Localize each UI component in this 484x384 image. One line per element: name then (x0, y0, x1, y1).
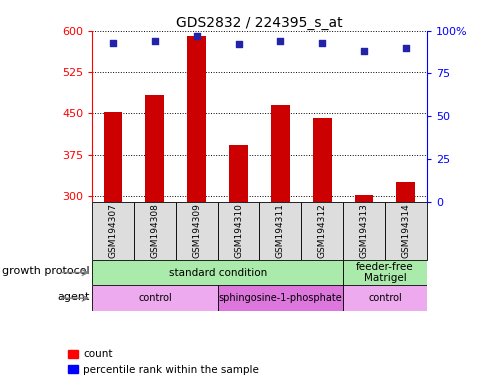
FancyBboxPatch shape (259, 202, 301, 260)
Point (401, 45, 409, 51)
FancyBboxPatch shape (342, 285, 426, 311)
Point (109, 40, 117, 46)
Bar (228, 145, 247, 202)
Text: sphingosine-1-phosphate: sphingosine-1-phosphate (218, 293, 342, 303)
Bar (312, 118, 331, 202)
Text: control: control (138, 293, 171, 303)
Point (234, 41, 242, 48)
Legend: count, percentile rank within the sample: count, percentile rank within the sample (63, 345, 263, 379)
Point (151, 38, 158, 44)
Bar (271, 105, 289, 202)
Text: growth protocol: growth protocol (2, 266, 90, 276)
Bar (187, 36, 206, 202)
FancyBboxPatch shape (92, 285, 217, 311)
Bar (145, 95, 164, 202)
FancyBboxPatch shape (301, 202, 342, 260)
Text: control: control (367, 293, 401, 303)
FancyBboxPatch shape (92, 202, 134, 260)
Bar (354, 195, 373, 202)
Text: feeder-free
Matrigel: feeder-free Matrigel (355, 262, 413, 283)
Title: GDS2832 / 224395_s_at: GDS2832 / 224395_s_at (176, 16, 342, 30)
FancyBboxPatch shape (175, 202, 217, 260)
Text: GSM194309: GSM194309 (192, 203, 201, 258)
Text: GSM194307: GSM194307 (108, 203, 117, 258)
Text: GSM194313: GSM194313 (359, 203, 368, 258)
FancyBboxPatch shape (342, 260, 426, 285)
Text: GSM194314: GSM194314 (401, 204, 409, 258)
Text: GSM194310: GSM194310 (234, 203, 242, 258)
Text: GSM194311: GSM194311 (275, 203, 284, 258)
Text: GSM194312: GSM194312 (317, 204, 326, 258)
Point (276, 38, 284, 44)
Point (360, 48, 367, 54)
FancyBboxPatch shape (384, 202, 426, 260)
Point (193, 33, 200, 39)
Text: agent: agent (58, 292, 90, 302)
Bar (395, 182, 414, 202)
FancyBboxPatch shape (92, 260, 342, 285)
Text: GSM194308: GSM194308 (150, 203, 159, 258)
Point (318, 40, 325, 46)
FancyBboxPatch shape (217, 285, 342, 311)
Bar (104, 113, 122, 202)
FancyBboxPatch shape (342, 202, 384, 260)
FancyBboxPatch shape (134, 202, 175, 260)
FancyBboxPatch shape (217, 202, 259, 260)
Text: standard condition: standard condition (168, 268, 266, 278)
